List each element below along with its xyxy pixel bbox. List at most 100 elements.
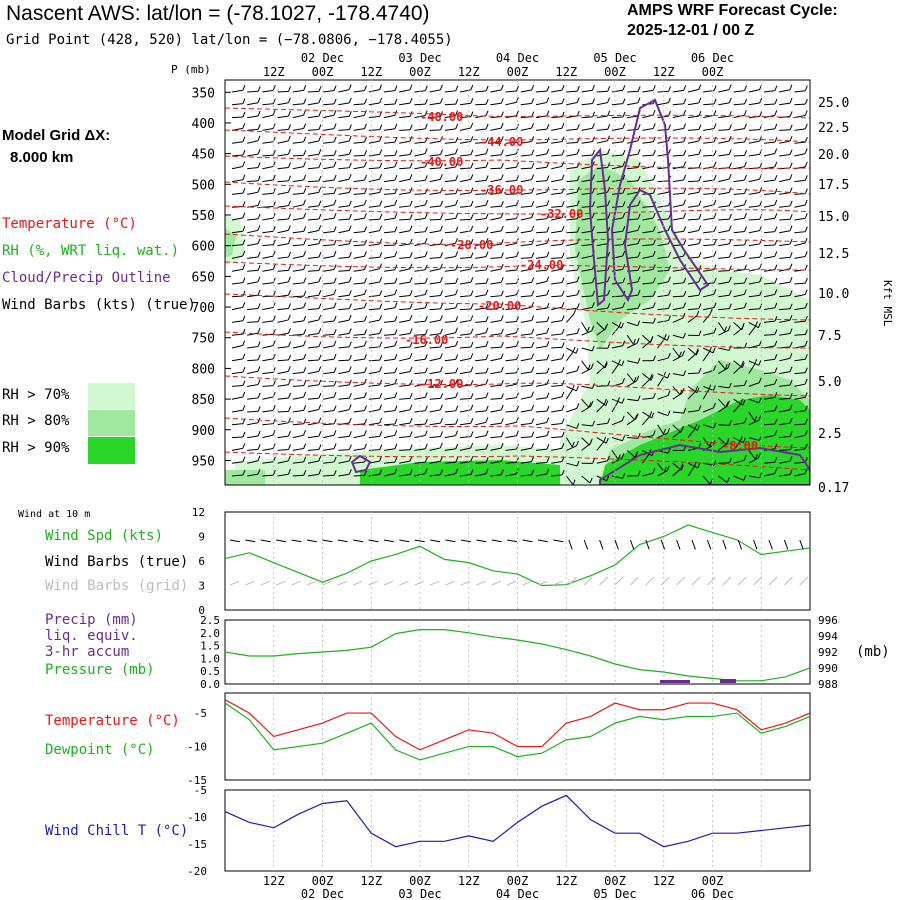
wind-barb [551,447,563,451]
surface-barb-grid [799,576,809,586]
wind-barb-flag [713,277,717,284]
wind-barb [611,295,624,298]
wind-barb [733,398,744,406]
isotherm-line [225,261,810,271]
wind-barb-flag [333,367,337,373]
wind-barb [535,128,547,131]
lower-panels: 1296302.52.01.51.00.50.0996994992990988-… [187,506,838,878]
wind-barb-flag [546,468,550,475]
wind-barb-flag [774,430,778,436]
wind-barb [520,281,532,285]
wind-barb [459,319,471,323]
wind-barb-flag [758,397,762,404]
wind-barb-flag [394,251,398,257]
wind-barb [323,293,335,298]
wind-barb [581,116,593,119]
wind-barb [794,231,806,234]
wind-barb-flag [409,444,413,450]
wind-barb-flag [621,398,625,404]
wind-barb-flag [789,353,793,359]
cloud-outline-path [599,443,810,485]
wind-barb [779,333,791,336]
wind-barb [353,244,365,247]
wind-barb-flag [470,393,474,399]
wind-barb-flag [272,328,276,335]
wind-barb [733,90,745,93]
wind-barb [535,141,548,144]
wind-barb [323,358,335,362]
wind-barb-flag [804,430,808,436]
wind-barb-flag [364,226,367,232]
wind-barb [353,128,365,131]
wind-barb [718,243,730,247]
wind-barb-flag [789,111,793,117]
wind-barb-flag [455,85,459,91]
wind-barb [748,205,760,208]
wind-barb-flag [575,440,579,447]
wind-barb [596,128,608,131]
wind-barb [551,371,563,375]
wind-barb [475,269,487,272]
wind-barb-flag [698,97,702,104]
dewpoint-line [225,702,810,761]
wind-barb [475,473,487,477]
wind-barb-flag [303,353,307,360]
wind-barb-flag [589,438,593,444]
wind-barb [779,384,791,387]
wind-barb [262,89,274,93]
wind-barb-flag [333,251,337,257]
wind-barb [490,243,502,247]
wind-barb [642,127,654,131]
surface-barb-grid [707,576,716,586]
wind-barb-flag [333,302,337,308]
wind-barb [703,293,715,298]
wind-barb-flag [242,340,246,346]
wind-barb [262,320,274,323]
hour-label-top: 00Z [409,65,431,79]
wind-barb [748,457,759,464]
wind-barb-flag [470,431,474,437]
wind-barb [520,205,532,208]
wind-barb [718,205,730,208]
wind-barb [535,242,547,247]
wind-barb [459,436,471,439]
wind-barb [520,409,532,413]
wind-barb [505,204,517,208]
wind-barb [307,473,319,477]
pressure-tick: 500 [192,178,215,193]
wind-barb [520,358,532,362]
wind-barb [794,461,806,464]
wind-barb [399,102,411,106]
wind-barb [459,409,471,413]
wind-barb-flag [576,238,580,244]
wind-barb [718,281,730,285]
wind-barb-flag [622,277,626,283]
wind-barb-flag [724,364,728,370]
wind-barb-flag [485,85,489,92]
wind-barb [748,243,760,247]
wind-barb [748,411,756,422]
wind-barb-flag [635,450,639,457]
wind-barb [429,140,441,144]
wind-barb [262,166,274,170]
wind-barb-flag [318,251,322,258]
wind-barb [383,269,395,272]
wind-barb-flag [470,366,474,372]
wind-barb-flag [621,453,625,459]
wind-barb [642,321,654,324]
wind-barb [672,307,684,311]
day-label-bottom: 04 Dec [496,887,539,900]
wind-barb [292,434,304,439]
wind-barb-flag [440,252,444,258]
wind-barb [520,179,532,183]
wind-barb-flag [576,97,580,103]
wind-barb [641,454,650,464]
wind-barb-flag [713,239,717,245]
wind-barb-flag [272,353,276,360]
wind-barb-flag [546,392,550,398]
wind-barb-flag [440,214,444,220]
wind-barbs-true-label: Wind Barbs (true) [45,554,189,570]
wind-barb [231,192,243,195]
wind-ytick: 12 [192,506,205,519]
wind-barb [748,115,760,119]
